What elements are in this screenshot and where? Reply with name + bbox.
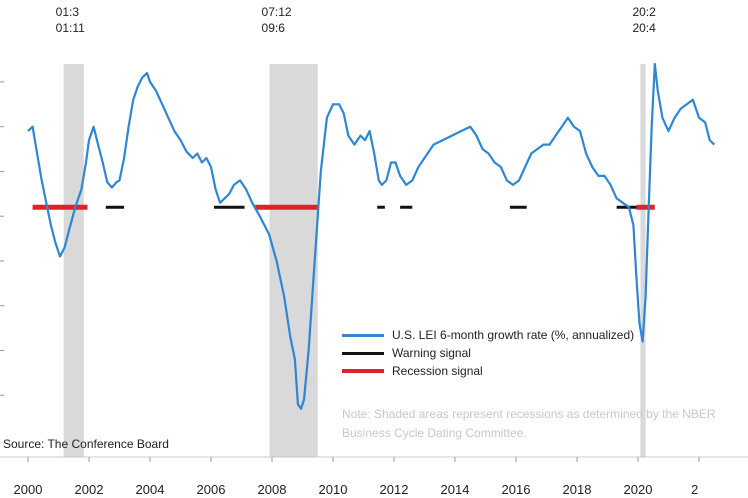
chart-note: Note: Shaded areas represent recessions … <box>342 407 716 440</box>
lei-series-line <box>27 62 716 410</box>
x-tick-label-4: 2008 <box>258 482 287 497</box>
x-axis-ticks: 2000 2002 2004 2006 2008 2010 2012 2014 2016 2018… <box>14 457 700 497</box>
legend-item-lei: U.S. LEI 6-month growth rate (%, annuali… <box>342 326 634 344</box>
legend-item-warning: Warning signal <box>342 344 634 362</box>
x-tick-label-10: 2020 <box>624 482 653 497</box>
recession-date-line-2-1: 20:4 <box>632 21 656 35</box>
x-tick-label-11: 2 <box>691 482 698 497</box>
legend-swatch-recession <box>342 369 384 373</box>
x-tick-label-3: 2006 <box>197 482 226 497</box>
x-tick-label-9: 2018 <box>563 482 592 497</box>
recession-date-line-0-0: 01:3 <box>55 5 80 19</box>
y-axis-ticks <box>0 81 4 396</box>
recession-shading-layer <box>63 64 646 457</box>
x-tick-label-0: 2000 <box>14 482 43 497</box>
recession-date-label-1: 07:12 09:6 <box>262 4 292 36</box>
legend-item-recession: Recession signal <box>342 362 634 380</box>
legend-swatch-lei <box>342 333 384 337</box>
recession-band-0 <box>63 64 84 457</box>
x-tick-label-8: 2016 <box>502 482 531 497</box>
x-tick-label-6: 2012 <box>380 482 409 497</box>
recession-date-label-0: 01:3 01:11 <box>56 4 85 36</box>
recession-date-line-2-0: 20:2 <box>632 5 656 19</box>
source-label: Source: The Conference Board <box>3 437 169 451</box>
legend-label-lei: U.S. LEI 6-month growth rate (%, annuali… <box>392 328 635 342</box>
x-tick-label-7: 2014 <box>441 482 470 497</box>
recession-date-line-1-1: 09:6 <box>261 21 285 35</box>
recession-date-line-0-1: 01:11 <box>55 21 85 35</box>
recession-band-2 <box>640 64 646 457</box>
legend-swatch-warning <box>342 351 384 355</box>
legend-label-recession: Recession signal <box>392 364 483 378</box>
legend: U.S. LEI 6-month growth rate (%, annuali… <box>342 326 634 380</box>
x-tick-label-5: 2010 <box>319 482 348 497</box>
x-tick-label-1: 2002 <box>75 482 104 497</box>
recession-date-label-2: 20:2 20:4 <box>632 4 655 36</box>
legend-label-warning: Warning signal <box>392 346 471 360</box>
recession-date-line-1-0: 07:12 <box>261 5 292 19</box>
x-tick-label-2: 2004 <box>136 482 165 497</box>
